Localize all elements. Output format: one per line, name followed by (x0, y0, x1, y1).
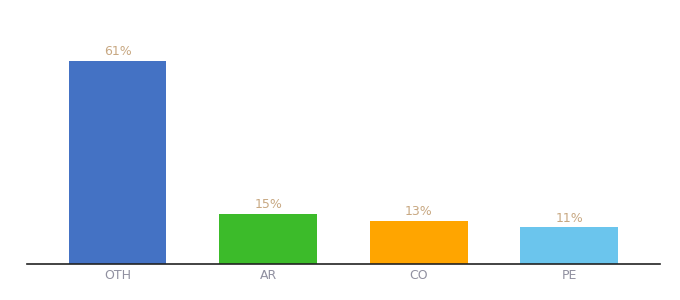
Text: 11%: 11% (556, 212, 583, 225)
Bar (219, 214, 317, 264)
Text: 15%: 15% (254, 198, 282, 211)
Text: 13%: 13% (405, 205, 432, 218)
Bar (370, 221, 468, 264)
Bar (520, 227, 618, 264)
Text: 61%: 61% (103, 45, 131, 58)
Bar (69, 61, 167, 264)
